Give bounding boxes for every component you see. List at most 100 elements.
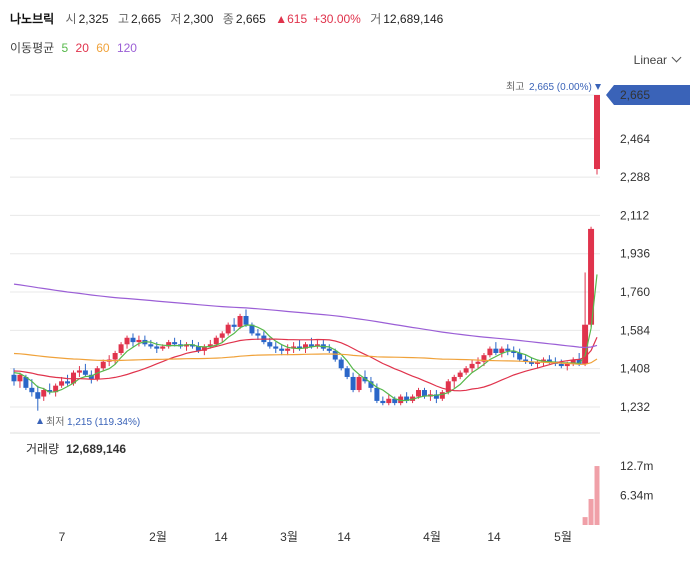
candle-up — [237, 315, 243, 327]
candle-down — [29, 387, 35, 393]
candle-down — [243, 315, 249, 325]
candle-up — [416, 390, 422, 397]
change-up-icon: ▲ — [275, 12, 288, 26]
candle-down — [517, 353, 523, 360]
candle-down — [172, 342, 178, 345]
ma-legend-60: 60 — [96, 41, 110, 55]
candle-down — [279, 348, 285, 351]
candle-down — [249, 324, 255, 334]
volume-bar — [588, 498, 594, 525]
candle-up — [219, 333, 225, 338]
candle-down — [338, 359, 344, 369]
volume-bar — [594, 466, 600, 525]
candle-down — [11, 374, 17, 382]
current-price-label: 2,665 — [620, 88, 650, 102]
candle-up — [457, 372, 463, 377]
high-label: 고 — [117, 12, 129, 26]
price-axis-label: 2,112 — [620, 208, 649, 222]
ma-legend-label: 이동평균 — [10, 41, 55, 55]
candle-down — [546, 359, 552, 362]
candle-up — [386, 398, 392, 404]
candle-up — [166, 342, 172, 347]
candle-up — [213, 337, 219, 345]
scale-selector[interactable]: Linear — [633, 52, 682, 67]
volume-axis-label: 6.34m — [620, 489, 653, 503]
candle-up — [207, 344, 213, 347]
candle-up — [481, 355, 487, 362]
min-marker-icon — [37, 418, 43, 424]
candle-up — [285, 348, 291, 351]
candle-up — [94, 368, 100, 380]
x-axis-label: 3월 — [280, 530, 298, 544]
x-axis-label: 14 — [487, 530, 501, 544]
candle-up — [475, 361, 481, 364]
x-axis-label: 14 — [214, 530, 228, 544]
volume-axis-label: 12.7m — [620, 459, 653, 473]
ma-120-line — [13, 283, 598, 349]
candle-down — [576, 359, 582, 364]
price-axis-label: 1,232 — [620, 400, 650, 414]
volume-label: 거 — [370, 12, 382, 26]
candle-up — [41, 390, 47, 397]
price-axis-label: 2,288 — [620, 170, 650, 184]
moving-average-legend[interactable]: 이동평균 5 20 60 120 — [10, 39, 141, 56]
x-axis-label: 7 — [59, 530, 66, 544]
candle-down — [404, 396, 410, 401]
candle-up — [588, 228, 595, 325]
candle-up — [136, 339, 142, 343]
candle-down — [505, 348, 511, 351]
candle-down — [35, 392, 41, 399]
candle-down — [297, 346, 303, 349]
candle-up — [463, 368, 469, 373]
candle-up — [124, 337, 130, 345]
candle-down — [273, 346, 279, 349]
scale-selector-value: Linear — [633, 53, 667, 67]
candle-down — [308, 344, 314, 347]
ma-legend-20: 20 — [75, 41, 89, 55]
candle-down — [350, 376, 356, 391]
candle-down — [88, 374, 94, 380]
candle-up — [398, 396, 404, 404]
close-label: 종 — [222, 12, 234, 26]
max-annotation-label: 최고 — [506, 81, 524, 93]
candle-down — [392, 398, 398, 404]
candle-up — [314, 344, 320, 347]
candle-up — [439, 392, 445, 399]
candle-down — [558, 363, 564, 367]
price-axis-label: 1,408 — [620, 362, 650, 376]
candle-down — [195, 346, 201, 351]
change-value: 615 — [287, 12, 308, 26]
min-annotation-value: 1,215 (119.34%) — [67, 417, 140, 428]
candle-down — [433, 394, 439, 399]
candle-down — [267, 342, 273, 347]
candle-down — [511, 350, 517, 354]
candle-down — [374, 387, 380, 401]
x-axis-label: 2월 — [149, 530, 167, 544]
x-axis-label: 4월 — [423, 530, 441, 544]
candle-down — [148, 344, 154, 347]
candle-up — [76, 370, 82, 373]
candle-down — [380, 400, 386, 404]
candle-up — [291, 346, 297, 349]
candle-down — [332, 350, 338, 360]
ma-legend-5: 5 — [61, 41, 69, 55]
price-axis-label: 1,760 — [620, 285, 650, 299]
candle-up — [118, 344, 124, 354]
current-price-tag — [606, 85, 690, 105]
candle-down — [189, 344, 195, 347]
candle-up — [184, 344, 190, 347]
price-axis-label: 2,464 — [620, 132, 650, 146]
candle-up — [570, 359, 576, 364]
volume-bar — [582, 517, 588, 525]
price-axis-label: 1,936 — [620, 247, 650, 261]
ma-5-line — [13, 274, 598, 402]
candle-up — [303, 344, 308, 349]
ma-20-line — [13, 336, 598, 392]
candle-down — [23, 376, 29, 388]
candle-up — [100, 361, 106, 369]
close-value: 2,665 — [235, 12, 266, 26]
candle-down — [529, 361, 535, 364]
candle-up — [582, 324, 589, 364]
candle-up — [17, 374, 23, 382]
